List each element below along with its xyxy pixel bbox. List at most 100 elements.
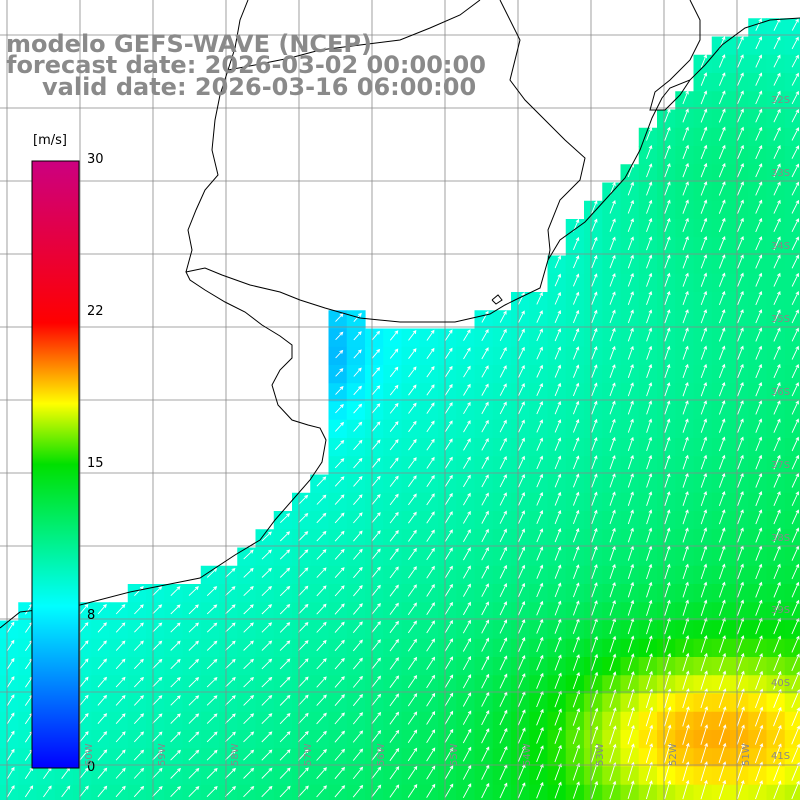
wind-arrow bbox=[572, 654, 580, 671]
wind-arrow bbox=[718, 108, 726, 123]
wind-arrow bbox=[591, 218, 598, 232]
field-cell bbox=[91, 693, 111, 713]
wind-arrow bbox=[536, 401, 543, 415]
wind-arrow bbox=[627, 581, 635, 598]
wind-arrow bbox=[755, 309, 763, 324]
wind-arrow bbox=[554, 400, 562, 415]
wind-arrow bbox=[316, 639, 327, 652]
wind-arrow bbox=[536, 364, 543, 378]
wind-arrow bbox=[700, 199, 708, 214]
wind-arrow bbox=[334, 712, 345, 725]
field-cell bbox=[784, 146, 800, 165]
field-cell bbox=[383, 784, 403, 800]
wind-arrow bbox=[408, 566, 417, 579]
wind-arrow bbox=[609, 545, 616, 561]
wind-arrow bbox=[755, 163, 763, 178]
wind-arrow bbox=[517, 727, 526, 744]
wind-arrow bbox=[718, 290, 726, 306]
wind-arrow bbox=[700, 617, 708, 635]
wind-arrow bbox=[115, 676, 126, 688]
wind-arrow bbox=[682, 563, 689, 580]
wind-arrow bbox=[773, 509, 781, 525]
wind-arrow bbox=[664, 670, 672, 690]
wind-arrow bbox=[773, 290, 781, 305]
field-cell bbox=[401, 784, 421, 800]
wind-arrow bbox=[481, 764, 490, 780]
wind-arrow bbox=[188, 604, 199, 615]
wind-arrow bbox=[316, 785, 327, 798]
wind-arrow bbox=[371, 439, 381, 451]
wind-arrow bbox=[243, 586, 254, 597]
wind-arrow bbox=[700, 72, 708, 86]
wind-arrow bbox=[499, 746, 508, 762]
wind-arrow bbox=[170, 640, 181, 651]
wind-arrow bbox=[536, 708, 544, 726]
wind-arrow bbox=[737, 617, 745, 635]
wind-arrow bbox=[554, 328, 562, 342]
wind-arrow bbox=[791, 400, 799, 415]
wind-arrow bbox=[115, 731, 126, 743]
wind-arrow bbox=[499, 655, 508, 671]
wind-arrow bbox=[572, 564, 580, 579]
wind-arrow bbox=[773, 163, 781, 178]
wind-arrow bbox=[224, 731, 236, 743]
wind-arrow bbox=[773, 217, 781, 232]
wind-arrow bbox=[297, 767, 309, 780]
wind-arrow bbox=[754, 688, 764, 709]
wind-arrow bbox=[6, 657, 15, 670]
wind-arrow bbox=[334, 785, 346, 798]
wind-arrow bbox=[462, 619, 471, 634]
wind-arrow bbox=[736, 761, 745, 782]
wind-arrow bbox=[170, 713, 181, 724]
wind-arrow bbox=[646, 617, 653, 635]
wind-arrow bbox=[426, 438, 435, 451]
wind-arrow bbox=[609, 454, 616, 470]
wind-arrow bbox=[736, 742, 745, 763]
wind-arrow bbox=[591, 600, 598, 616]
wind-arrow bbox=[79, 658, 89, 670]
wind-arrow bbox=[407, 693, 418, 707]
wind-arrow bbox=[609, 382, 616, 397]
wind-arrow bbox=[646, 454, 653, 470]
wind-arrow bbox=[334, 639, 345, 652]
wind-arrow bbox=[481, 456, 489, 469]
wind-arrow bbox=[682, 724, 690, 745]
wind-arrow bbox=[371, 367, 381, 377]
wind-arrow bbox=[755, 653, 763, 672]
wind-arrow bbox=[463, 420, 471, 433]
wind-arrow bbox=[316, 749, 327, 761]
wind-arrow bbox=[463, 529, 471, 543]
wind-arrow bbox=[718, 126, 726, 141]
field-cell bbox=[383, 365, 403, 384]
wind-arrow bbox=[627, 345, 634, 360]
wind-arrow bbox=[700, 345, 708, 360]
wind-arrow bbox=[188, 713, 200, 724]
wind-arrow bbox=[481, 328, 489, 342]
wind-arrow bbox=[408, 438, 417, 451]
wind-arrow bbox=[755, 126, 763, 141]
wind-arrow bbox=[334, 585, 345, 597]
wind-arrow bbox=[408, 329, 417, 341]
wind-arrow bbox=[572, 636, 580, 653]
wind-arrow bbox=[664, 363, 671, 379]
wind-arrow bbox=[353, 421, 363, 432]
wind-arrow bbox=[536, 582, 544, 598]
wind-arrow bbox=[261, 749, 273, 761]
coastline bbox=[0, 0, 800, 629]
wind-arrow bbox=[682, 90, 689, 105]
wind-arrow bbox=[426, 547, 435, 561]
wind-arrow bbox=[225, 640, 236, 651]
field-cell bbox=[784, 328, 800, 348]
wind-arrow bbox=[316, 730, 327, 743]
wind-arrow bbox=[718, 309, 726, 324]
wind-arrow bbox=[591, 327, 598, 342]
wind-arrow bbox=[791, 254, 799, 269]
wind-arrow bbox=[115, 785, 126, 798]
wind-arrow bbox=[481, 437, 489, 451]
wind-arrow bbox=[261, 731, 273, 743]
wind-arrow bbox=[298, 567, 309, 578]
field-cell bbox=[456, 456, 476, 476]
wind-arrow bbox=[791, 671, 800, 690]
wind-arrow bbox=[572, 744, 581, 763]
wind-arrow bbox=[718, 491, 726, 507]
